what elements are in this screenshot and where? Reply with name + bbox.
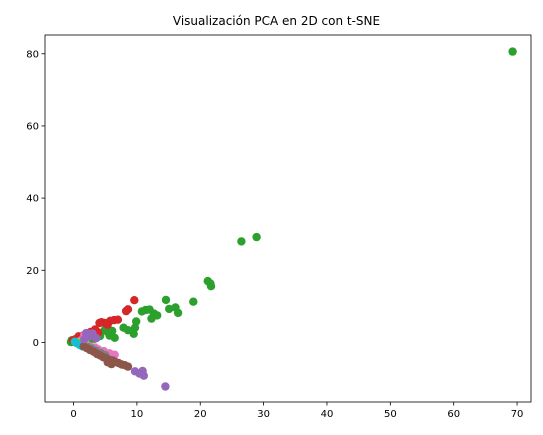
x-tick-label: 30 (257, 409, 270, 420)
scatter-point (121, 306, 131, 316)
scatter-point (110, 333, 119, 342)
scatter-point (95, 318, 104, 328)
scatter-point (79, 342, 88, 351)
scatter-point (119, 323, 128, 332)
scatter-point (103, 358, 112, 367)
x-tick-label: 50 (384, 409, 397, 420)
y-tick-label: 80 (26, 49, 39, 60)
axes-layer: 0 10 20 30 40 50 60 70 0 20 40 60 80 (26, 34, 532, 420)
scatter-point (206, 282, 216, 291)
scatter-point (147, 314, 156, 323)
scatter-point (252, 232, 261, 242)
scatter-point (161, 295, 171, 305)
scatter-point (173, 308, 183, 318)
y-tick-label: 40 (26, 194, 39, 205)
points-layer (66, 47, 517, 391)
scatter-point (80, 335, 89, 344)
scatter-point (161, 382, 170, 391)
scatter-point (189, 297, 198, 306)
scatter-point (237, 237, 246, 246)
x-tick-label: 40 (321, 409, 334, 420)
y-tick-label: 0 (33, 338, 39, 349)
x-tick-label: 60 (447, 409, 460, 420)
scatter-point (130, 296, 139, 305)
plot-frame (44, 34, 532, 403)
scatter-point (70, 337, 80, 346)
scatter-point (508, 47, 517, 56)
scatter-point (130, 367, 140, 376)
chart-title: Visualización PCA en 2D con t-SNE (173, 14, 380, 28)
x-tick-label: 10 (131, 409, 144, 420)
x-tick-label: 70 (511, 409, 524, 420)
y-tick-label: 20 (26, 266, 39, 277)
scatter-point (137, 307, 147, 316)
scatter-point (103, 327, 112, 337)
x-tick-label: 20 (194, 409, 207, 420)
y-tick-label: 60 (26, 121, 39, 132)
scatter-point (165, 304, 174, 314)
scatter-point (92, 333, 101, 343)
x-tick-label: 0 (70, 409, 76, 420)
